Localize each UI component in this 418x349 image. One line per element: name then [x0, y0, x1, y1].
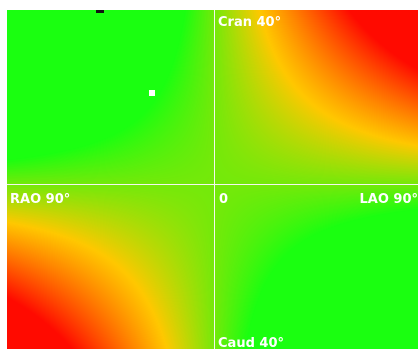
cranial-axis-label: Cran 40°	[218, 15, 282, 30]
vertical-axis-line	[214, 10, 215, 349]
rao-axis-label: RAO 90°	[10, 192, 71, 207]
horizontal-axis-line	[7, 184, 418, 185]
heatmap-canvas[interactable]	[7, 10, 418, 349]
angle-heatmap-viewer[interactable]: Cran 40° RAO 90° 0 LAO 90° Caud 40°	[7, 10, 418, 349]
lao-axis-label: LAO 90°	[359, 192, 418, 207]
origin-label: 0	[219, 192, 229, 207]
current-angle-marker[interactable]	[149, 90, 155, 96]
caudal-axis-label: Caud 40°	[218, 336, 284, 349]
top-edge-marker	[96, 10, 104, 13]
